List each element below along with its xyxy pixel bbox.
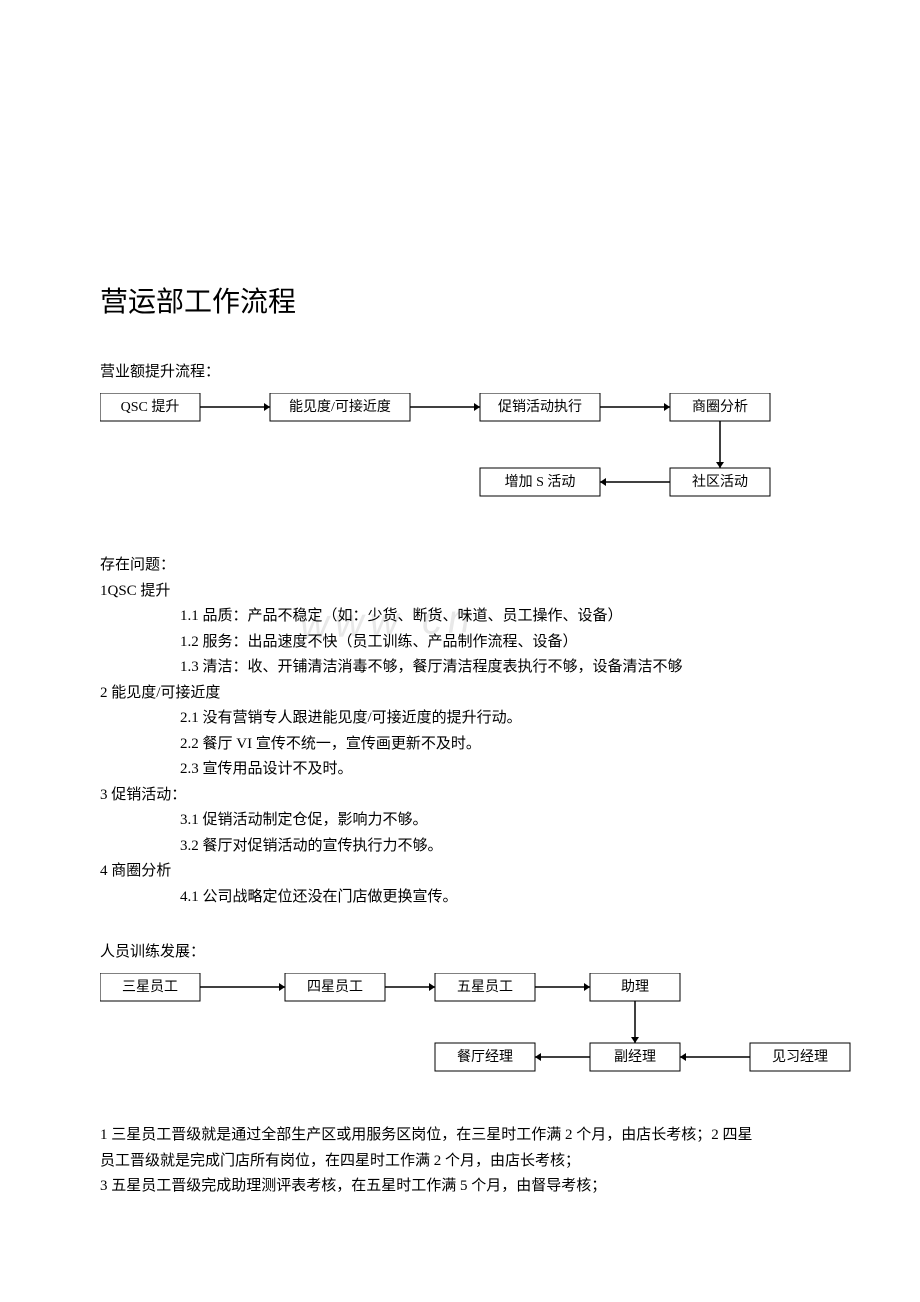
problem-item: 3.2 餐厅对促销活动的宣传执行力不够。 [100,834,820,860]
flow-node-label: 促销活动执行 [498,399,582,415]
flow-node-label: 社区活动 [692,474,748,490]
arrow-head-icon [535,1053,541,1061]
problem-item: 4.1 公司战略定位还没在门店做更换宣传。 [100,885,820,911]
flow-node-label: 副经理 [614,1049,656,1065]
bottom-line: 1 三星员工晋级就是通过全部生产区或用服务区岗位，在三星时工作满 2 个月，由店… [100,1123,820,1149]
problem-item: 3 促销活动： [100,783,820,809]
problem-item: 2.3 宣传用品设计不及时。 [100,757,820,783]
flow-node-label: 能见度/可接近度 [289,398,391,415]
problem-item: 1.1 品质：产品不稳定（如：少货、断货、味道、员工操作、设备） [100,604,820,630]
problem-item: 1.2 服务：出品速度不快（员工训练、产品制作流程、设备） [100,630,820,656]
flow-node-label: 餐厅经理 [457,1049,513,1065]
problem-item: 2.1 没有营销专人跟进能见度/可接近度的提升行动。 [100,706,820,732]
bottom-text: 1 三星员工晋级就是通过全部生产区或用服务区岗位，在三星时工作满 2 个月，由店… [100,1123,820,1200]
problem-item: 2 能见度/可接近度 [100,681,820,707]
arrow-head-icon [680,1053,686,1061]
arrow-head-icon [716,462,724,468]
flow-node-label: 增加 S 活动 [505,474,576,490]
problem-item: 1QSC 提升 [100,579,820,605]
problems-block: 存在问题： 1QSC 提升1.1 品质：产品不稳定（如：少货、断货、味道、员工操… [100,553,820,910]
problem-item: 4 商圈分析 [100,859,820,885]
arrow-head-icon [279,983,285,991]
arrow-head-icon [631,1037,639,1043]
arrow-head-icon [600,478,606,486]
flow-node-label: 三星员工 [122,980,178,995]
flow-node-label: QSC 提升 [121,399,180,415]
arrow-head-icon [264,403,270,411]
bottom-line: 员工晋级就是完成门店所有岗位，在四星时工作满 2 个月，由店长考核； [100,1149,820,1175]
flow-node-label: 五星员工 [457,980,513,995]
problems-heading: 存在问题： [100,553,820,579]
problem-item: 1.3 清洁：收、开铺清洁消毒不够，餐厅清洁程度表执行不够，设备清洁不够 [100,655,820,681]
arrow-head-icon [664,403,670,411]
flow-node-label: 见习经理 [772,1049,828,1065]
arrow-head-icon [584,983,590,991]
page-title: 营运部工作流程 [100,280,820,320]
arrow-head-icon [474,403,480,411]
section2-label: 人员训练发展： [100,940,820,961]
flow-node-label: 商圈分析 [692,399,748,415]
bottom-line: 3 五星员工晋级完成助理测评表考核，在五星时工作满 5 个月，由督导考核； [100,1174,820,1200]
flow-node-label: 四星员工 [307,980,363,995]
flowchart-training: 三星员工四星员工五星员工助理副经理餐厅经理见习经理 [100,973,820,1093]
problem-item: 3.1 促销活动制定仓促，影响力不够。 [100,808,820,834]
flowchart-sales: QSC 提升 能见度/可接近度 促销活动执行 商圈分析社区活动 增加 S 活动 [100,393,820,523]
section1-label: 营业额提升流程： [100,360,820,381]
problem-item: 2.2 餐厅 VI 宣传不统一，宣传画更新不及时。 [100,732,820,758]
flow-node-label: 助理 [621,979,649,995]
arrow-head-icon [429,983,435,991]
